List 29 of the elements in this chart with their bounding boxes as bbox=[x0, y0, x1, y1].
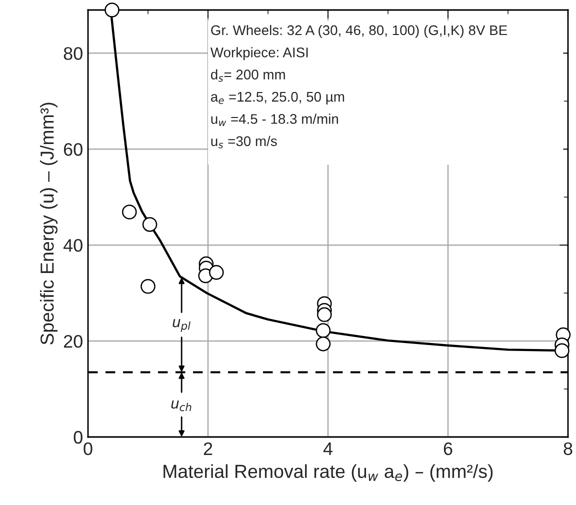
annotation: u$_{pl}$ bbox=[172, 319, 190, 332]
annotation: Workpiece: AISI bbox=[210, 47, 308, 60]
annotation: u$_{s}$ =30 m/s bbox=[211, 136, 277, 148]
point bbox=[316, 323, 331, 338]
point bbox=[317, 307, 332, 322]
x-tick-label: 0 bbox=[84, 442, 92, 456]
x-axis-title: Material Removal rate (u$_{w}$ a$_{e}$) – (mm²/s) bbox=[164, 464, 493, 482]
y-axis-title: Specific Energy (u) – (J/mm³) bbox=[40, 102, 58, 345]
y-tick-label: 80 bbox=[64, 47, 82, 60]
point bbox=[209, 265, 224, 280]
point bbox=[316, 336, 331, 352]
annotation: d$_{s}$= 200 mm bbox=[210, 69, 285, 82]
point bbox=[554, 343, 570, 358]
point bbox=[122, 204, 137, 220]
x-tick-label: 8 bbox=[564, 442, 572, 456]
annotation: u$_{w}$ =4.5 - 18.3 m/min bbox=[211, 114, 338, 126]
point bbox=[104, 2, 120, 18]
y-tick-label: 60 bbox=[64, 143, 82, 156]
point bbox=[140, 278, 156, 294]
annotation: Gr. Wheels: 32 A (30, 46, 80, 100) (G,I,K) 8V BE bbox=[211, 24, 508, 38]
x-tick-label: 6 bbox=[444, 442, 452, 456]
y-tick-label: 0 bbox=[74, 430, 82, 444]
annotation: a$_{e}$ =12.5, 25.0, 50 µm bbox=[210, 92, 344, 104]
y-tick-label: 20 bbox=[64, 334, 82, 348]
annotation: u$_{ch}$ bbox=[171, 400, 192, 412]
x-tick-label: 2 bbox=[204, 442, 212, 455]
x-tick-label: 4 bbox=[323, 442, 332, 455]
y-tick-label: 40 bbox=[63, 239, 82, 252]
point bbox=[142, 217, 158, 232]
